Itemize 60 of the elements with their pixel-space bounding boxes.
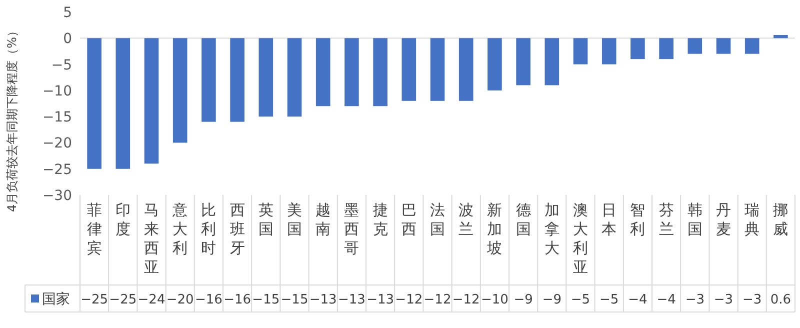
- data-label: −10: [480, 292, 508, 308]
- data-label: −15: [252, 292, 280, 308]
- x-tick-label: 印度: [115, 201, 130, 238]
- data-label: −4: [656, 292, 676, 308]
- data-label: −4: [628, 292, 648, 308]
- x-tick-label: 越南: [316, 201, 331, 238]
- data-label: −3: [714, 292, 734, 308]
- data-label: −3: [742, 292, 762, 308]
- data-label: −9: [514, 292, 533, 308]
- x-tick-label: 美国: [287, 201, 302, 238]
- x-tick-label: 波兰: [458, 201, 474, 238]
- x-tick-label: 德国: [516, 201, 531, 238]
- x-tick-label: 菲律宾: [86, 201, 102, 257]
- data-label: −12: [452, 292, 480, 308]
- x-tick-label: 马来西亚: [144, 201, 159, 276]
- y-tick-label: −20: [42, 136, 72, 152]
- y-tick-label: −25: [42, 162, 72, 178]
- data-label: −13: [338, 292, 366, 308]
- y-tick-label: −10: [42, 83, 72, 100]
- y-tick-label: −5: [51, 57, 72, 74]
- x-tick-label: 澳大利亚: [573, 201, 588, 276]
- x-tick-label: 智利: [630, 201, 646, 238]
- x-tick-label: 丹麦: [716, 201, 731, 238]
- y-tick-label: −30: [42, 188, 72, 204]
- data-label: −12: [424, 292, 452, 308]
- data-label: −9: [542, 292, 562, 308]
- x-tick-label: 意大利: [172, 201, 188, 257]
- x-tick-label: 西班牙: [230, 201, 245, 257]
- x-tick-label: 英国: [258, 201, 274, 238]
- data-label: −16: [194, 292, 222, 308]
- x-tick-label: 芬兰: [658, 201, 674, 238]
- x-tick-label: 比利时: [201, 201, 216, 257]
- x-tick-label: 瑞典: [744, 201, 760, 238]
- data-label: −15: [280, 292, 308, 308]
- data-label: −25: [80, 292, 108, 308]
- y-tick-label: 5: [63, 5, 72, 21]
- x-tick-label: 捷克: [372, 201, 388, 238]
- y-tick-label: −15: [42, 110, 72, 126]
- x-tick-label: 加拿大: [544, 201, 560, 257]
- data-label: −20: [166, 292, 194, 308]
- x-tick-label: 日本: [602, 201, 617, 238]
- legend-label: 国家: [42, 292, 70, 308]
- data-label: −5: [600, 292, 619, 308]
- data-label: −13: [366, 292, 394, 308]
- data-label: −5: [570, 292, 590, 308]
- x-tick-label: 挪威: [773, 201, 788, 238]
- y-axis-title: 4月负荷较去年同期下降程度（%）: [5, 24, 19, 212]
- y-tick-label: 0: [63, 31, 72, 48]
- data-label: 0.6: [770, 292, 792, 308]
- x-tick-label: 巴西: [401, 201, 416, 238]
- data-label: −3: [685, 292, 704, 308]
- data-label: −24: [138, 292, 166, 308]
- x-tick-label: 韩国: [687, 201, 702, 238]
- x-tick-label: 法国: [430, 201, 445, 238]
- data-label: −16: [224, 292, 252, 308]
- x-tick-label: 墨西哥: [344, 201, 360, 257]
- data-label: −25: [109, 292, 137, 308]
- data-label: −12: [395, 292, 423, 308]
- data-label: −13: [309, 292, 337, 308]
- x-tick-label: 新加坡: [486, 201, 502, 257]
